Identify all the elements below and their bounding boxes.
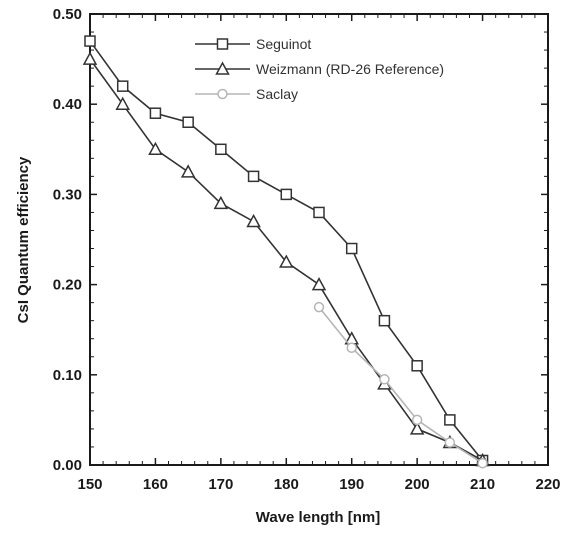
data-point bbox=[444, 414, 456, 426]
y-tick-label: 0.20 bbox=[53, 277, 82, 294]
x-tick-label: 150 bbox=[77, 476, 102, 493]
series-triangle bbox=[82, 51, 490, 467]
data-point bbox=[213, 195, 229, 210]
data-point bbox=[409, 421, 425, 435]
legend-label: Weizmann (RD-26 Reference) bbox=[256, 61, 444, 77]
data-point bbox=[411, 360, 423, 372]
data-point bbox=[115, 96, 130, 110]
legend-label: Saclay bbox=[256, 86, 298, 102]
data-point bbox=[247, 170, 260, 183]
data-point bbox=[313, 301, 325, 313]
data-point bbox=[180, 164, 196, 178]
series-line bbox=[89, 40, 484, 461]
legend: Seguinot Weizmann (RD-26 Reference) Saclay bbox=[195, 36, 444, 102]
x-tick-label: 160 bbox=[143, 476, 168, 493]
data-point bbox=[149, 107, 162, 119]
x-axis-title: Wave length [nm] bbox=[256, 509, 380, 526]
x-tick-label: 190 bbox=[339, 476, 364, 493]
data-point bbox=[215, 143, 227, 156]
series-circle bbox=[313, 301, 488, 469]
y-tick-label: 0.40 bbox=[53, 96, 82, 113]
data-point bbox=[148, 141, 163, 156]
data-point bbox=[444, 437, 456, 448]
data-point bbox=[84, 35, 96, 47]
x-tick-label: 170 bbox=[208, 476, 233, 493]
x-tick-label: 220 bbox=[535, 476, 560, 493]
data-point bbox=[378, 314, 391, 327]
series-layer bbox=[82, 35, 490, 469]
x-tick-label: 210 bbox=[470, 476, 495, 493]
x-tick-label: 200 bbox=[405, 476, 430, 493]
data-point bbox=[280, 188, 293, 201]
legend-marker bbox=[217, 88, 228, 100]
y-tick-label: 0.50 bbox=[53, 6, 82, 23]
series-line bbox=[318, 306, 483, 464]
series-square bbox=[84, 35, 489, 467]
legend-marker bbox=[215, 61, 230, 75]
data-point bbox=[345, 242, 358, 255]
y-tick-label: 0.00 bbox=[53, 457, 82, 474]
data-point bbox=[246, 213, 261, 228]
x-tick-label: 180 bbox=[274, 476, 299, 493]
y-axis-title: CsI Quantum efficiency bbox=[15, 156, 32, 323]
plot-frame bbox=[89, 13, 549, 466]
y-tick-label: 0.30 bbox=[53, 186, 82, 203]
legend-label: Seguinot bbox=[256, 36, 311, 52]
axes: 150 160 170 180 190 200 210 220 0.00 0.10 0.20 0.30… bbox=[53, 6, 561, 493]
data-point bbox=[313, 206, 325, 219]
data-point bbox=[411, 414, 423, 426]
data-point bbox=[182, 116, 194, 128]
legend-marker bbox=[216, 38, 229, 50]
data-point bbox=[82, 51, 98, 65]
data-point bbox=[379, 374, 390, 385]
data-point bbox=[311, 277, 327, 291]
data-point bbox=[279, 254, 294, 268]
data-point bbox=[477, 457, 488, 469]
data-point bbox=[346, 342, 357, 353]
y-tick-label: 0.10 bbox=[53, 367, 82, 384]
data-point bbox=[116, 80, 129, 92]
